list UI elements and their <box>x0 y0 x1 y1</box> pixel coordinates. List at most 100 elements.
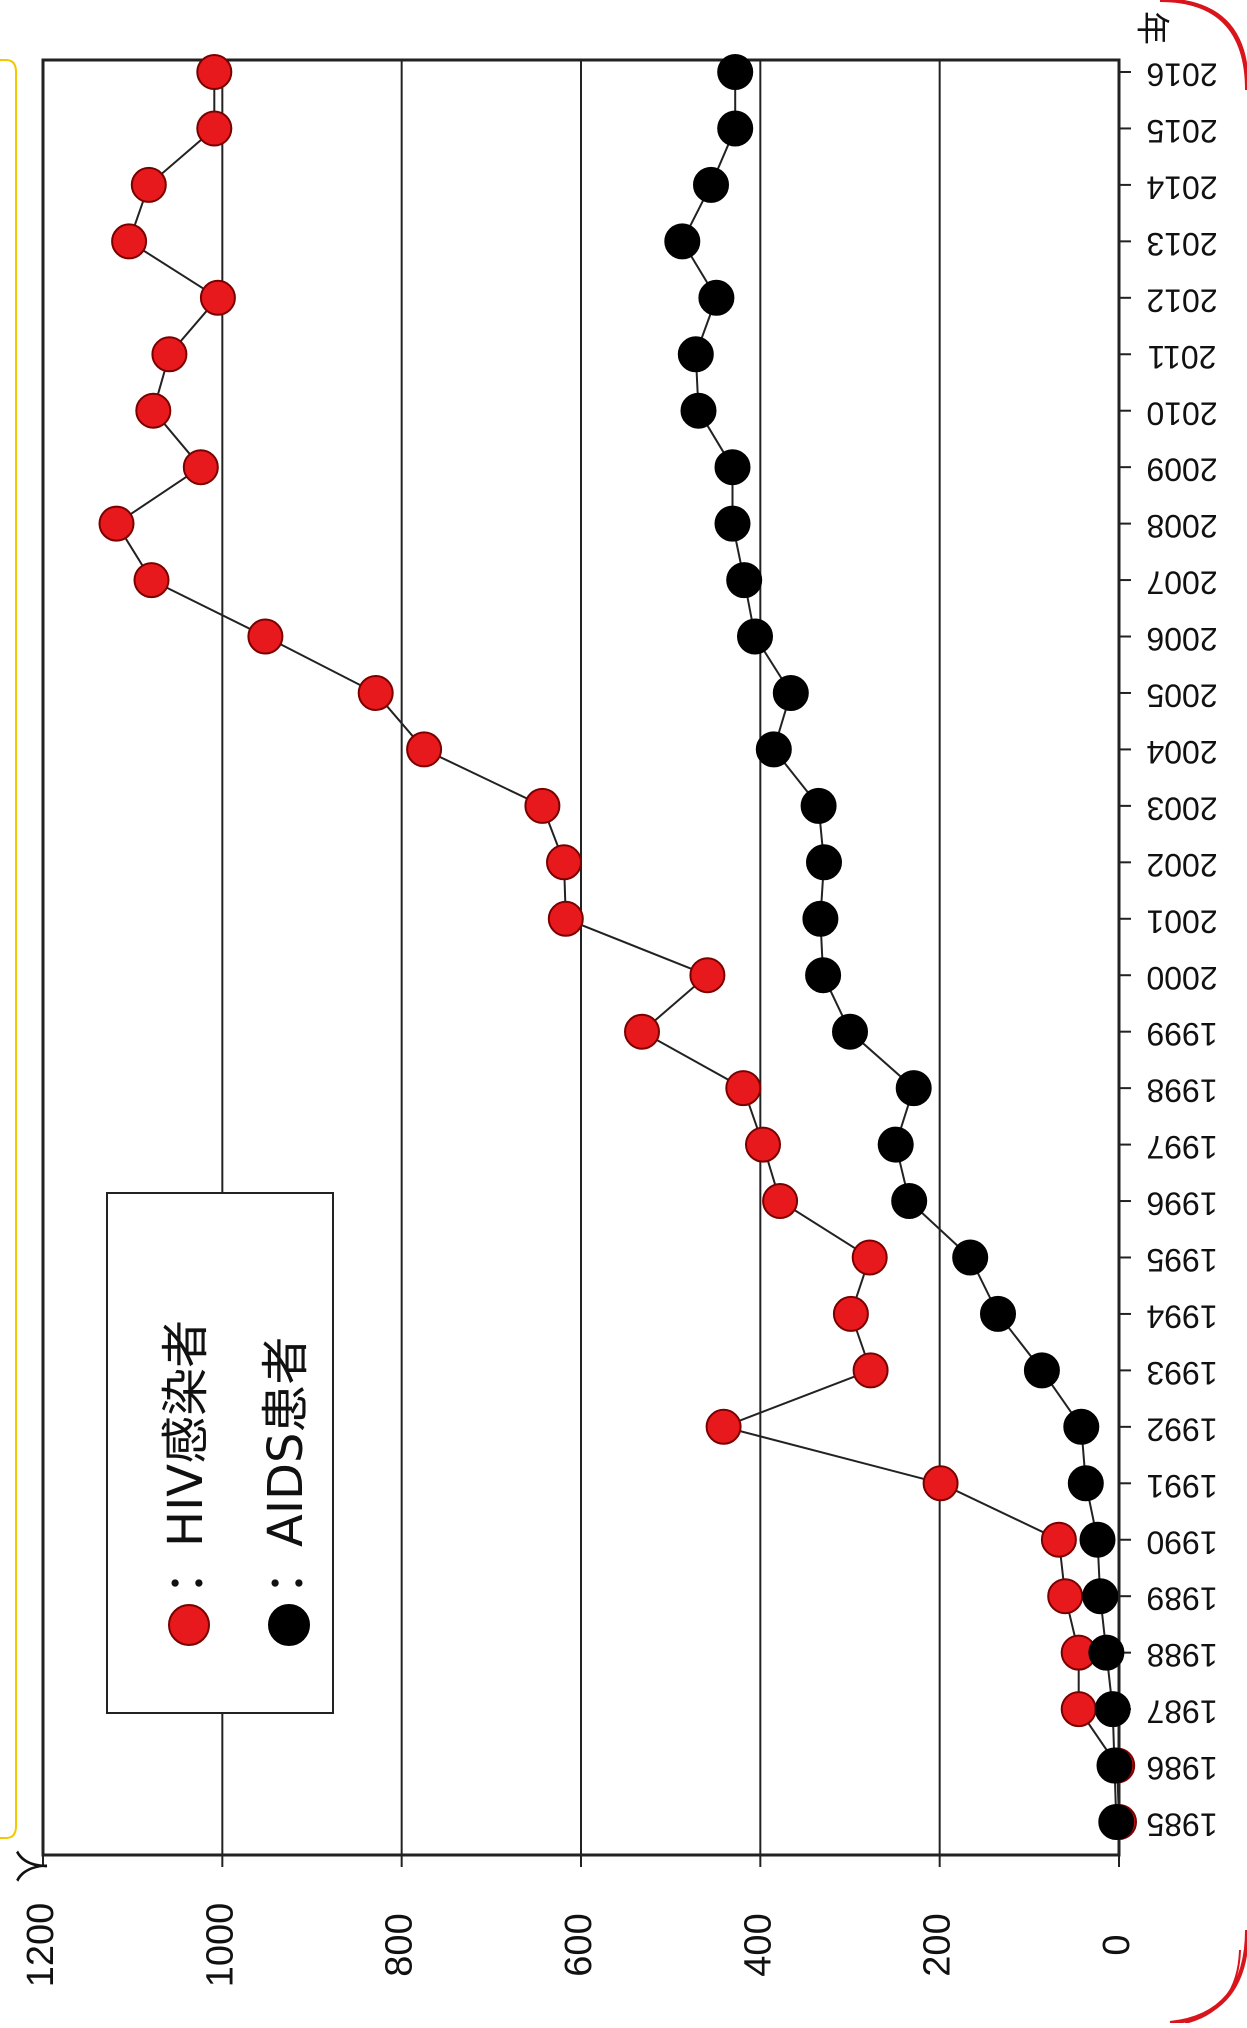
hiv-point <box>133 562 170 599</box>
aids-point <box>891 1183 928 1219</box>
aids-point <box>693 166 729 203</box>
x-unit-label: 年 <box>1132 11 1172 45</box>
x-tick-label: 1993 <box>1146 1355 1217 1391</box>
aids-point <box>802 900 839 937</box>
series-points <box>98 54 1137 1840</box>
aids-point <box>1063 1408 1100 1445</box>
x-tick-label: 2016 <box>1146 57 1217 93</box>
aids-point <box>1096 1747 1133 1784</box>
aids-point <box>806 844 842 881</box>
x-tick-label: 2010 <box>1146 395 1217 431</box>
x-tick-label: 2006 <box>1146 621 1217 657</box>
hiv-point <box>762 1183 799 1219</box>
aids-point <box>832 1013 868 1050</box>
aids-point <box>1098 1804 1135 1840</box>
x-tick-label: 1990 <box>1146 1524 1217 1560</box>
hiv-point <box>546 844 582 881</box>
x-tick-label: 1988 <box>1146 1637 1217 1673</box>
hiv-point <box>130 166 167 203</box>
x-tick-label: 2001 <box>1146 903 1217 939</box>
aids-point <box>717 110 754 147</box>
hiv-point <box>725 1070 762 1107</box>
decor-left-frame <box>0 59 17 1839</box>
y-tick-label: 200 <box>917 1913 959 1976</box>
x-tick-label: 2004 <box>1146 734 1217 770</box>
x-tick-label: 2013 <box>1146 226 1217 262</box>
aids-point <box>677 336 714 373</box>
aids-point <box>755 731 792 768</box>
aids-point <box>1067 1465 1104 1502</box>
legend-label-hiv: ：HIV感染者 <box>158 1320 214 1595</box>
x-tick-label: 1999 <box>1146 1016 1217 1052</box>
hiv-point <box>851 1239 888 1276</box>
hiv-point <box>199 279 236 316</box>
hiv-point <box>196 110 233 147</box>
x-tick-label: 1987 <box>1146 1694 1217 1730</box>
aids-point <box>714 449 751 486</box>
hiv-point <box>357 675 394 711</box>
hiv-point <box>852 1352 889 1389</box>
hiv-point <box>196 54 233 90</box>
x-tick-labels: 1985 1986 1987 1988 1989 1990 1991 1992 1993 1994… <box>1119 57 1218 1843</box>
hiv-point <box>98 505 135 542</box>
aids-point <box>1088 1634 1125 1671</box>
hiv-point <box>182 449 219 486</box>
hiv-point <box>111 223 148 260</box>
aids-point <box>664 223 701 260</box>
legend-marker-hiv <box>168 1604 210 1646</box>
aids-point <box>680 392 717 429</box>
aids-point <box>980 1295 1016 1332</box>
hiv-point <box>406 731 443 768</box>
aids-point <box>952 1239 989 1276</box>
x-tick-label: 1995 <box>1146 1242 1217 1278</box>
y-tick-label: 0 <box>1096 1934 1138 1955</box>
x-tick-label: 1998 <box>1146 1073 1217 1109</box>
aids-point <box>1023 1352 1060 1389</box>
y-tick-label: 800 <box>379 1913 421 1976</box>
x-tick-label: 2011 <box>1148 339 1217 375</box>
hiv-point <box>547 900 584 937</box>
y-unit-label: 人 <box>10 1849 50 1883</box>
aids-point <box>1082 1578 1119 1615</box>
aids-point <box>877 1126 914 1163</box>
hiv-point <box>832 1295 869 1332</box>
aids-point <box>772 675 809 711</box>
x-tick-label: 2002 <box>1146 847 1217 883</box>
hiv-point <box>151 336 188 373</box>
x-tick-label: 2012 <box>1146 282 1217 318</box>
x-tick-label: 2009 <box>1146 452 1217 488</box>
legend-marker-aids <box>268 1604 310 1646</box>
legend-label-aids: ：AIDS患者 <box>258 1337 314 1595</box>
x-tick-label: 1989 <box>1146 1581 1217 1617</box>
aids-point <box>895 1070 932 1107</box>
aids-point <box>737 618 773 655</box>
hiv-point <box>524 787 561 824</box>
hiv-point <box>922 1465 959 1502</box>
aids-point <box>1094 1691 1131 1728</box>
aids-point <box>698 279 735 316</box>
hiv-point <box>745 1126 781 1163</box>
hiv-point <box>1060 1691 1097 1728</box>
x-tick-label: 2000 <box>1146 960 1217 996</box>
hiv-point <box>1040 1521 1077 1558</box>
y-tick-labels: 0 200 400 600 800 1000 1200 <box>20 1855 1138 1987</box>
aids-point <box>805 957 842 994</box>
decor-top-right-arc-inner <box>1174 0 1247 71</box>
x-tick-label: 1992 <box>1146 1411 1217 1447</box>
x-tick-label: 1997 <box>1146 1129 1217 1165</box>
x-tick-label: 1994 <box>1146 1298 1217 1334</box>
decor-bottom-right-arc-inner <box>1184 1949 1241 2024</box>
y-tick-label: 400 <box>737 1913 779 1976</box>
aids-point <box>714 505 751 542</box>
y-tick-label: 600 <box>558 1913 600 1976</box>
aids-point <box>800 787 837 824</box>
x-tick-label: 2008 <box>1146 508 1217 544</box>
x-tick-label: 2007 <box>1146 565 1217 601</box>
legend: ：HIV感染者 ：AIDS患者 <box>106 1192 334 1714</box>
series-line-aids <box>681 72 1118 1823</box>
aids-point <box>1079 1521 1116 1558</box>
x-tick-label: 2003 <box>1146 790 1217 826</box>
hiv-point <box>705 1408 742 1445</box>
